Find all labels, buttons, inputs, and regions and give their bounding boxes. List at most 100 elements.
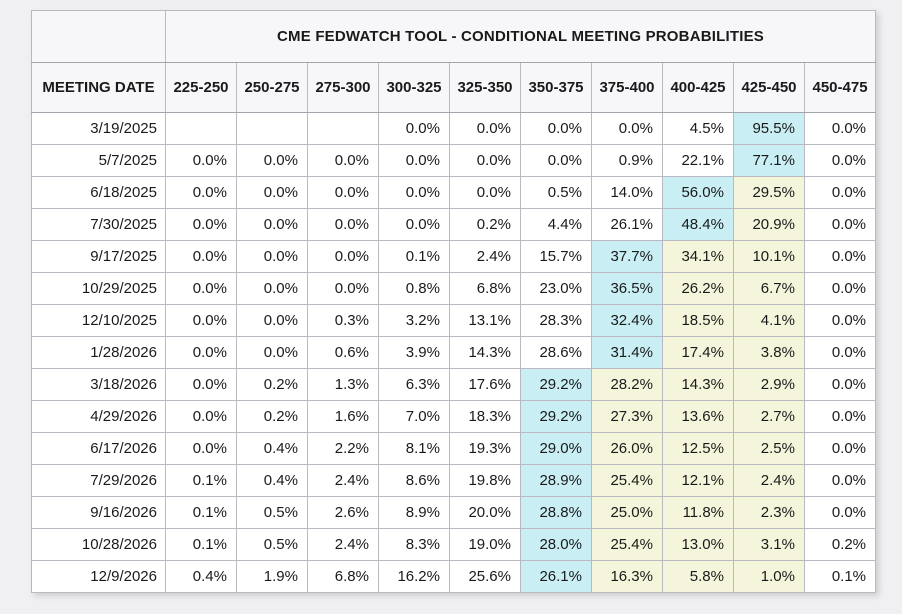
probability-cell: 0.0% xyxy=(803,112,877,145)
probability-cell: 20.9% xyxy=(733,208,805,241)
probability-cell: 28.9% xyxy=(520,464,592,497)
probability-cell: 56.0% xyxy=(662,176,734,209)
probability-cell: 15.7% xyxy=(520,240,592,273)
probability-cell: 29.2% xyxy=(520,368,592,401)
probability-cell: 0.0% xyxy=(803,272,877,305)
meeting-date-cell: 5/7/2025 xyxy=(31,144,166,177)
meeting-date-cell: 6/18/2025 xyxy=(31,176,166,209)
probability-cell: 26.2% xyxy=(662,272,734,305)
probability-cell: 0.0% xyxy=(803,240,877,273)
probability-cell: 28.0% xyxy=(520,528,592,561)
probability-cell: 4.5% xyxy=(662,112,734,145)
probability-cell: 0.0% xyxy=(449,144,521,177)
table-row: 9/17/2025 0.0% 0.0% 0.0% 0.1% 2.4% 15.7% 37.7% 3… xyxy=(31,240,877,273)
probability-cell: 0.0% xyxy=(378,176,450,209)
probability-cell: 10.1% xyxy=(733,240,805,273)
table-row: 7/29/2026 0.1% 0.4% 2.4% 8.6% 19.8% 28.9% 25.4%… xyxy=(31,464,877,497)
probability-cell: 17.4% xyxy=(662,336,734,369)
probability-cell: 0.0% xyxy=(165,400,237,433)
probability-cell: 0.0% xyxy=(236,176,308,209)
meeting-date-cell: 6/17/2026 xyxy=(31,432,166,465)
probability-cell: 8.9% xyxy=(378,496,450,529)
probability-cell: 0.0% xyxy=(236,144,308,177)
probability-cell: 0.0% xyxy=(449,176,521,209)
probability-cell: 5.8% xyxy=(662,560,734,593)
probability-cell: 23.0% xyxy=(520,272,592,305)
probability-cell: 0.9% xyxy=(591,144,663,177)
probability-cell: 27.3% xyxy=(591,400,663,433)
probability-cell: 0.3% xyxy=(307,304,379,337)
probability-cell: 0.0% xyxy=(307,208,379,241)
table-row: 3/19/2025 0.0% 0.0% 0.0% 0.0% 4.5% 95.5% 0.0% xyxy=(31,112,877,145)
rate-range-header: 275-300 xyxy=(307,62,379,113)
probability-cell: 0.0% xyxy=(378,112,450,145)
probability-cell: 0.0% xyxy=(236,272,308,305)
probability-cell: 22.1% xyxy=(662,144,734,177)
probability-cell: 14.3% xyxy=(662,368,734,401)
probability-cell: 3.1% xyxy=(733,528,805,561)
table-row: 12/9/2026 0.4% 1.9% 6.8% 16.2% 25.6% 26.1% 16.3… xyxy=(31,560,877,593)
probability-cell: 0.0% xyxy=(165,432,237,465)
probability-cell: 6.8% xyxy=(449,272,521,305)
probability-cell: 0.0% xyxy=(591,112,663,145)
column-header-row: MEETING DATE 225-250 250-275 275-300 300-325… xyxy=(31,62,877,113)
probability-cell: 25.0% xyxy=(591,496,663,529)
probability-cell: 0.0% xyxy=(307,176,379,209)
probability-cell: 26.1% xyxy=(591,208,663,241)
probability-cell: 12.5% xyxy=(662,432,734,465)
probability-cell: 0.5% xyxy=(520,176,592,209)
meeting-date-cell: 4/29/2026 xyxy=(31,400,166,433)
probability-cell: 2.4% xyxy=(307,528,379,561)
probability-cell: 0.1% xyxy=(378,240,450,273)
meeting-date-cell: 3/19/2025 xyxy=(31,112,166,145)
probability-cell: 4.4% xyxy=(520,208,592,241)
probability-cell: 0.0% xyxy=(803,176,877,209)
probability-cell: 0.0% xyxy=(165,272,237,305)
probability-cell: 1.0% xyxy=(733,560,805,593)
probability-cell: 8.3% xyxy=(378,528,450,561)
table-row: 7/30/2025 0.0% 0.0% 0.0% 0.0% 0.2% 4.4% 26.1% 48… xyxy=(31,208,877,241)
probability-cell: 32.4% xyxy=(591,304,663,337)
probability-cell: 25.4% xyxy=(591,528,663,561)
probability-cell: 31.4% xyxy=(591,336,663,369)
probability-cell: 19.3% xyxy=(449,432,521,465)
probability-cell: 7.0% xyxy=(378,400,450,433)
probability-cell: 0.5% xyxy=(236,528,308,561)
probability-cell: 77.1% xyxy=(733,144,805,177)
probability-cell: 0.6% xyxy=(307,336,379,369)
probability-cell: 0.2% xyxy=(803,528,877,561)
probability-cell: 3.9% xyxy=(378,336,450,369)
probability-cell: 0.0% xyxy=(165,336,237,369)
probability-cell: 0.0% xyxy=(236,336,308,369)
probability-cell xyxy=(307,112,379,145)
probability-cell: 29.2% xyxy=(520,400,592,433)
probability-cell: 13.1% xyxy=(449,304,521,337)
rate-range-header: 425-450 xyxy=(733,62,805,113)
probability-cell: 14.0% xyxy=(591,176,663,209)
probability-cell: 1.3% xyxy=(307,368,379,401)
table-row: 9/16/2026 0.1% 0.5% 2.6% 8.9% 20.0% 28.8% 25.0%… xyxy=(31,496,877,529)
probability-cell: 0.2% xyxy=(449,208,521,241)
probability-cell: 0.0% xyxy=(803,208,877,241)
table-title: CME FEDWATCH TOOL - CONDITIONAL MEETING … xyxy=(164,10,877,63)
probability-cell: 0.0% xyxy=(165,368,237,401)
probability-cell: 0.0% xyxy=(236,240,308,273)
probability-cell: 16.2% xyxy=(378,560,450,593)
probability-cell: 13.0% xyxy=(662,528,734,561)
table-row: 6/17/2026 0.0% 0.4% 2.2% 8.1% 19.3% 29.0% 26.0%… xyxy=(31,432,877,465)
probability-cell: 0.1% xyxy=(165,528,237,561)
probability-cell: 0.5% xyxy=(236,496,308,529)
probability-cell: 2.6% xyxy=(307,496,379,529)
rate-range-header: 325-350 xyxy=(449,62,521,113)
rate-range-header: 400-425 xyxy=(662,62,734,113)
probability-cell: 0.0% xyxy=(307,272,379,305)
probability-cell: 1.6% xyxy=(307,400,379,433)
probability-cell: 6.7% xyxy=(733,272,805,305)
rate-range-header: 250-275 xyxy=(236,62,308,113)
probability-cell: 17.6% xyxy=(449,368,521,401)
probability-cell: 0.1% xyxy=(165,496,237,529)
probability-cell: 0.1% xyxy=(165,464,237,497)
probability-cell: 48.4% xyxy=(662,208,734,241)
probability-cell: 0.0% xyxy=(236,304,308,337)
